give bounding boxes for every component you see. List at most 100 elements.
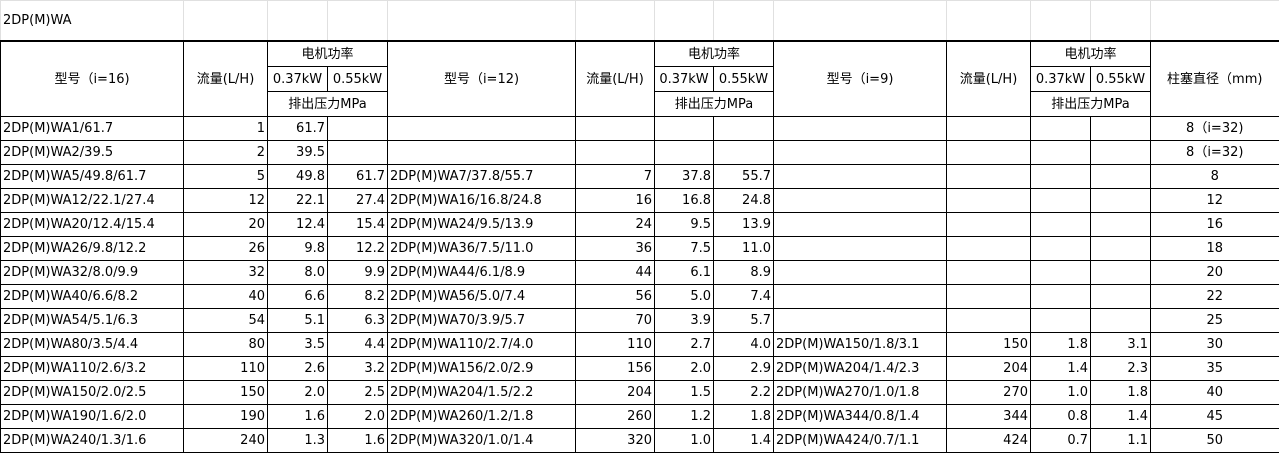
- cell-model-i9[interactable]: [774, 189, 947, 213]
- cell-pressure-055-i9[interactable]: [1091, 213, 1151, 237]
- cell-pressure-055-i16[interactable]: 2.5: [328, 381, 388, 405]
- cell-pressure-055-i16[interactable]: [328, 141, 388, 165]
- cell-model-i12[interactable]: 2DP(M)WA156/2.0/2.9: [388, 357, 576, 381]
- header-pressure[interactable]: 排出压力MPa: [1031, 92, 1151, 117]
- cell-pressure-037-i12[interactable]: [655, 141, 714, 165]
- cell-plunger-diameter[interactable]: 22: [1151, 285, 1279, 309]
- cell-plunger-diameter[interactable]: 25: [1151, 309, 1279, 333]
- cell-model-i12[interactable]: 2DP(M)WA110/2.7/4.0: [388, 333, 576, 357]
- cell-flow-i9[interactable]: [947, 285, 1031, 309]
- cell-model-i9[interactable]: [774, 285, 947, 309]
- cell-pressure-037-i9[interactable]: [1031, 261, 1091, 285]
- cell-pressure-037-i16[interactable]: 8.0: [268, 261, 328, 285]
- cell-pressure-037-i16[interactable]: 12.4: [268, 213, 328, 237]
- cell-pressure-037-i9[interactable]: 0.8: [1031, 405, 1091, 429]
- cell-plunger-diameter[interactable]: 35: [1151, 357, 1279, 381]
- cell-pressure-037-i12[interactable]: 37.8: [655, 165, 714, 189]
- cell-pressure-037-i9[interactable]: [1031, 165, 1091, 189]
- cell-model-i16[interactable]: 2DP(M)WA26/9.8/12.2: [1, 237, 184, 261]
- cell-pressure-037-i16[interactable]: 3.5: [268, 333, 328, 357]
- cell-pressure-055-i9[interactable]: [1091, 141, 1151, 165]
- cell-pressure-037-i12[interactable]: 1.5: [655, 381, 714, 405]
- cell-flow-i16[interactable]: 190: [184, 405, 268, 429]
- cell-plunger-diameter[interactable]: 45: [1151, 405, 1279, 429]
- cell-pressure-055-i9[interactable]: [1091, 237, 1151, 261]
- cell-flow-i12[interactable]: [576, 117, 655, 141]
- cell-pressure-037-i16[interactable]: 39.5: [268, 141, 328, 165]
- cell-pressure-055-i9[interactable]: 1.8: [1091, 381, 1151, 405]
- cell-pressure-055-i16[interactable]: 27.4: [328, 189, 388, 213]
- cell-flow-i12[interactable]: 70: [576, 309, 655, 333]
- cell-flow-i9[interactable]: 150: [947, 333, 1031, 357]
- cell-model-i16[interactable]: 2DP(M)WA20/12.4/15.4: [1, 213, 184, 237]
- header-kw037[interactable]: 0.37kW: [1031, 67, 1091, 92]
- cell-model-i16[interactable]: 2DP(M)WA190/1.6/2.0: [1, 405, 184, 429]
- cell-model-i12[interactable]: 2DP(M)WA7/37.8/55.7: [388, 165, 576, 189]
- cell-pressure-055-i12[interactable]: 11.0: [714, 237, 774, 261]
- cell-model-i16[interactable]: 2DP(M)WA110/2.6/3.2: [1, 357, 184, 381]
- cell-pressure-037-i9[interactable]: [1031, 117, 1091, 141]
- cell-pressure-055-i12[interactable]: 2.9: [714, 357, 774, 381]
- cell-pressure-037-i16[interactable]: 49.8: [268, 165, 328, 189]
- cell-flow-i9[interactable]: 204: [947, 357, 1031, 381]
- cell-model-i9[interactable]: [774, 117, 947, 141]
- cell-pressure-037-i9[interactable]: [1031, 237, 1091, 261]
- header-pressure[interactable]: 排出压力MPa: [655, 92, 774, 117]
- cell-pressure-055-i16[interactable]: 15.4: [328, 213, 388, 237]
- cell-pressure-037-i12[interactable]: 7.5: [655, 237, 714, 261]
- cell-model-i9[interactable]: [774, 141, 947, 165]
- cell-pressure-037-i12[interactable]: 2.7: [655, 333, 714, 357]
- cell-pressure-037-i16[interactable]: 2.0: [268, 381, 328, 405]
- cell-pressure-037-i16[interactable]: 5.1: [268, 309, 328, 333]
- cell-pressure-055-i12[interactable]: 5.7: [714, 309, 774, 333]
- header-flow[interactable]: 流量(L/H): [576, 41, 655, 117]
- cell-flow-i16[interactable]: 80: [184, 333, 268, 357]
- cell-pressure-055-i9[interactable]: [1091, 285, 1151, 309]
- cell-pressure-055-i16[interactable]: [328, 117, 388, 141]
- cell-model-i9[interactable]: [774, 309, 947, 333]
- cell-flow-i12[interactable]: 260: [576, 405, 655, 429]
- cell-model-i9[interactable]: 2DP(M)WA270/1.0/1.8: [774, 381, 947, 405]
- cell-flow-i16[interactable]: 1: [184, 117, 268, 141]
- header-motor-power[interactable]: 电机功率: [268, 41, 388, 67]
- cell-flow-i16[interactable]: 150: [184, 381, 268, 405]
- cell-model-i12[interactable]: 2DP(M)WA16/16.8/24.8: [388, 189, 576, 213]
- cell-flow-i12[interactable]: 7: [576, 165, 655, 189]
- cell-pressure-055-i9[interactable]: [1091, 189, 1151, 213]
- cell-pressure-037-i9[interactable]: [1031, 141, 1091, 165]
- cell-model-i16[interactable]: 2DP(M)WA150/2.0/2.5: [1, 381, 184, 405]
- header-model-i9[interactable]: 型号（i=9): [774, 41, 947, 117]
- cell-model-i9[interactable]: 2DP(M)WA344/0.8/1.4: [774, 405, 947, 429]
- header-kw037[interactable]: 0.37kW: [268, 67, 328, 92]
- cell-flow-i12[interactable]: [576, 141, 655, 165]
- header-model-i16[interactable]: 型号（i=16): [1, 41, 184, 117]
- cell-pressure-037-i9[interactable]: [1031, 285, 1091, 309]
- cell-flow-i9[interactable]: 270: [947, 381, 1031, 405]
- header-flow[interactable]: 流量(L/H): [184, 41, 268, 117]
- cell-pressure-055-i16[interactable]: 4.4: [328, 333, 388, 357]
- cell-pressure-037-i16[interactable]: 22.1: [268, 189, 328, 213]
- cell-pressure-055-i12[interactable]: 4.0: [714, 333, 774, 357]
- cell-pressure-055-i9[interactable]: [1091, 117, 1151, 141]
- header-plunger-diameter[interactable]: 柱塞直径（mm): [1151, 41, 1279, 117]
- cell-model-i16[interactable]: 2DP(M)WA54/5.1/6.3: [1, 309, 184, 333]
- cell-pressure-037-i9[interactable]: [1031, 213, 1091, 237]
- cell-pressure-055-i16[interactable]: 9.9: [328, 261, 388, 285]
- cell-pressure-055-i16[interactable]: 8.2: [328, 285, 388, 309]
- cell-flow-i16[interactable]: 5: [184, 165, 268, 189]
- cell-pressure-055-i12[interactable]: 8.9: [714, 261, 774, 285]
- cell-flow-i9[interactable]: [947, 141, 1031, 165]
- cell-flow-i12[interactable]: 156: [576, 357, 655, 381]
- cell-pressure-037-i12[interactable]: [655, 117, 714, 141]
- cell-model-i9[interactable]: [774, 165, 947, 189]
- cell-flow-i9[interactable]: [947, 213, 1031, 237]
- cell-pressure-055-i12[interactable]: 1.8: [714, 405, 774, 429]
- cell-plunger-diameter[interactable]: 8（i=32): [1151, 141, 1279, 165]
- cell-pressure-055-i12[interactable]: 55.7: [714, 165, 774, 189]
- cell-model-i12[interactable]: 2DP(M)WA36/7.5/11.0: [388, 237, 576, 261]
- cell-model-i9[interactable]: 2DP(M)WA204/1.4/2.3: [774, 357, 947, 381]
- cell-pressure-055-i16[interactable]: 2.0: [328, 405, 388, 429]
- cell-pressure-037-i16[interactable]: 9.8: [268, 237, 328, 261]
- cell-plunger-diameter[interactable]: 8（i=32): [1151, 117, 1279, 141]
- cell-plunger-diameter[interactable]: 40: [1151, 381, 1279, 405]
